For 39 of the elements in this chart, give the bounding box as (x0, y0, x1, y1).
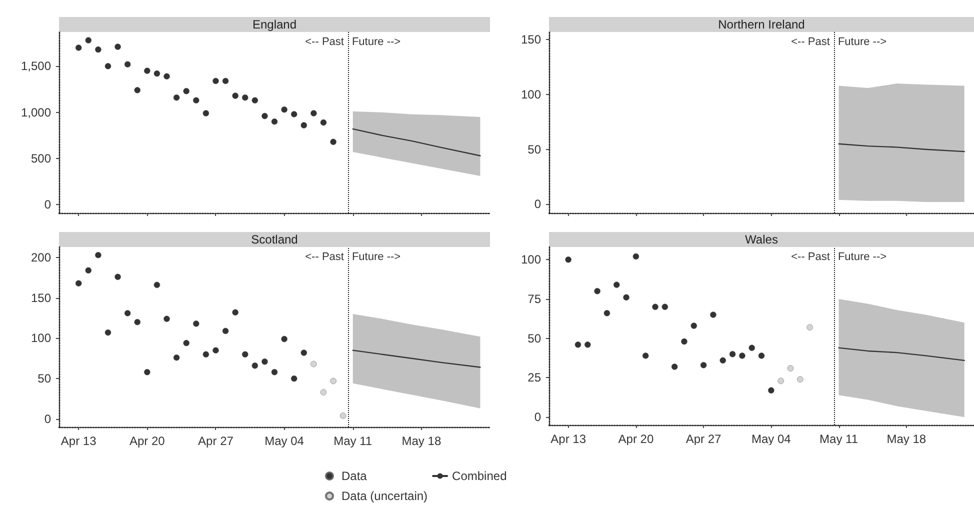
x-tick-label: Apr 27 (198, 434, 234, 448)
y-tick-label: 200 (30, 250, 52, 264)
y-tick-label: 100 (520, 88, 542, 102)
y-tick-label: 50 (38, 372, 52, 386)
annotation: <-- Past (305, 36, 344, 48)
y-tick-label: 25 (528, 370, 542, 385)
y-tick-label: 0 (534, 410, 542, 424)
y-tick-label: 150 (30, 290, 52, 305)
annotation: <-- Past (791, 36, 830, 48)
x-tick-label: Apr 20 (129, 434, 166, 448)
y-tick-label: 0 (534, 197, 542, 212)
y-tick-label: 100 (30, 331, 52, 346)
annotation: Future --> (838, 251, 887, 263)
annotation: <-- Past (305, 251, 344, 263)
annotation: Future --> (352, 251, 401, 263)
y-tick-label: 0 (44, 198, 52, 212)
annotation: <-- Past (791, 251, 830, 263)
x-tick-label: May 04 (264, 434, 304, 448)
x-tick-label: May 18 (402, 434, 442, 448)
y-tick-label: 100 (520, 252, 542, 267)
chart-title: Northern Ireland (718, 18, 805, 32)
x-tick-label: Apr 13 (60, 434, 97, 448)
chart-title: Scotland (251, 232, 298, 246)
annotation: Future --> (838, 36, 887, 48)
y-tick-label: 500 (30, 152, 52, 166)
annotation: Future --> (352, 36, 401, 48)
legend-label: Combined (452, 469, 507, 483)
y-tick-label: 0 (44, 412, 52, 426)
y-tick-label: 75 (528, 292, 542, 306)
y-tick-label: 150 (520, 32, 542, 47)
legend-label: Data (uncertain) (342, 489, 428, 503)
chart-title: Wales (745, 232, 778, 246)
y-tick-label: 50 (528, 142, 542, 156)
y-tick-label: 50 (528, 331, 542, 346)
legend-label: Data (342, 469, 368, 483)
y-tick-label: 1,000 (20, 105, 52, 120)
chart-title: England (252, 18, 297, 32)
x-tick-label: May 11 (334, 434, 372, 448)
y-tick-label: 1,500 (20, 59, 52, 74)
